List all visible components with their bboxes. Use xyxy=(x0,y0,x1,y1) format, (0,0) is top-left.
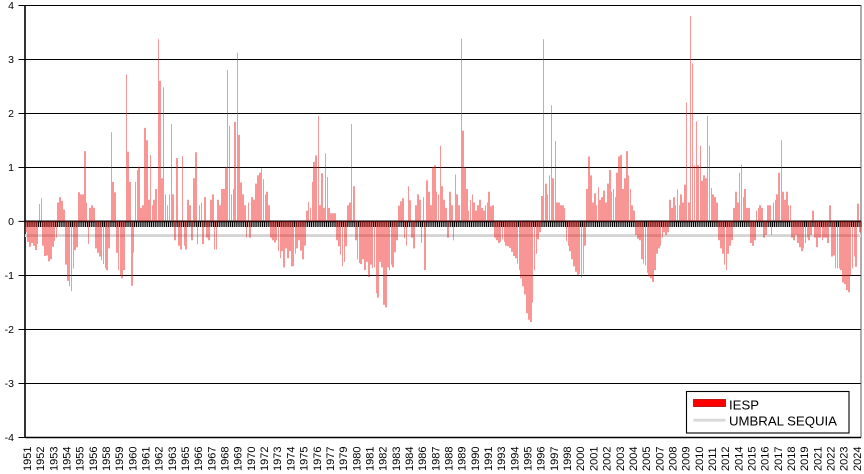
svg-text:1953: 1953 xyxy=(48,447,60,471)
svg-text:1990: 1990 xyxy=(470,447,482,471)
svg-text:1996: 1996 xyxy=(536,447,548,471)
svg-text:1975: 1975 xyxy=(299,447,311,471)
svg-text:0: 0 xyxy=(8,216,14,228)
svg-text:1991: 1991 xyxy=(483,447,495,471)
svg-text:1968: 1968 xyxy=(220,447,232,471)
svg-text:1994: 1994 xyxy=(509,447,521,471)
svg-text:1987: 1987 xyxy=(430,447,442,471)
svg-text:2005: 2005 xyxy=(641,447,653,471)
svg-text:2014: 2014 xyxy=(733,447,745,471)
svg-text:1966: 1966 xyxy=(193,447,205,471)
svg-text:2: 2 xyxy=(8,108,14,120)
svg-text:1995: 1995 xyxy=(523,447,535,471)
svg-text:2000: 2000 xyxy=(575,447,587,471)
svg-text:2017: 2017 xyxy=(773,447,785,471)
svg-text:UMBRAL SEQUIA: UMBRAL SEQUIA xyxy=(729,414,837,429)
svg-text:1: 1 xyxy=(8,162,14,174)
svg-text:1954: 1954 xyxy=(61,447,73,471)
svg-text:2011: 2011 xyxy=(707,447,719,471)
svg-text:2001: 2001 xyxy=(588,447,600,471)
svg-text:1958: 1958 xyxy=(101,447,113,471)
svg-text:1993: 1993 xyxy=(496,447,508,471)
svg-text:2015: 2015 xyxy=(747,447,759,471)
svg-text:1965: 1965 xyxy=(180,447,192,471)
svg-text:1960: 1960 xyxy=(127,447,139,471)
svg-text:1980: 1980 xyxy=(351,447,363,471)
svg-text:1956: 1956 xyxy=(88,447,100,471)
svg-text:1977: 1977 xyxy=(325,447,337,471)
svg-text:1955: 1955 xyxy=(75,447,87,471)
svg-text:1970: 1970 xyxy=(246,447,258,471)
svg-text:-2: -2 xyxy=(5,324,14,336)
svg-text:-1: -1 xyxy=(5,270,14,282)
svg-text:1984: 1984 xyxy=(404,447,416,471)
svg-text:1976: 1976 xyxy=(312,447,324,471)
svg-text:1972: 1972 xyxy=(259,447,271,471)
svg-text:2008: 2008 xyxy=(667,447,679,471)
svg-text:1967: 1967 xyxy=(206,447,218,471)
svg-text:1998: 1998 xyxy=(562,447,574,471)
svg-text:1969: 1969 xyxy=(233,447,245,471)
svg-text:2010: 2010 xyxy=(694,447,706,471)
svg-text:1979: 1979 xyxy=(338,447,350,471)
svg-text:1997: 1997 xyxy=(549,447,561,471)
svg-text:2016: 2016 xyxy=(760,447,772,471)
svg-text:2009: 2009 xyxy=(681,447,693,471)
svg-text:1974: 1974 xyxy=(285,447,297,471)
svg-text:1989: 1989 xyxy=(457,447,469,471)
svg-text:2019: 2019 xyxy=(799,447,811,471)
svg-text:1959: 1959 xyxy=(114,447,126,471)
svg-text:1981: 1981 xyxy=(364,447,376,471)
svg-text:2018: 2018 xyxy=(786,447,798,471)
svg-text:1961: 1961 xyxy=(141,447,153,471)
svg-text:1951: 1951 xyxy=(22,447,34,471)
svg-text:1988: 1988 xyxy=(444,447,456,471)
svg-text:3: 3 xyxy=(8,54,14,66)
svg-text:1982: 1982 xyxy=(378,447,390,471)
svg-text:-4: -4 xyxy=(5,432,14,444)
svg-text:2007: 2007 xyxy=(654,447,666,471)
svg-text:1952: 1952 xyxy=(35,447,47,471)
svg-text:1983: 1983 xyxy=(391,447,403,471)
svg-text:2004: 2004 xyxy=(628,447,640,471)
svg-text:1962: 1962 xyxy=(154,447,166,471)
svg-text:2003: 2003 xyxy=(615,447,627,471)
svg-text:IESP: IESP xyxy=(729,397,759,412)
svg-text:1973: 1973 xyxy=(272,447,284,471)
svg-text:4: 4 xyxy=(8,0,14,12)
svg-text:1986: 1986 xyxy=(417,447,429,471)
svg-text:2021: 2021 xyxy=(812,447,824,471)
svg-text:-3: -3 xyxy=(5,378,14,390)
svg-text:1963: 1963 xyxy=(167,447,179,471)
svg-text:2024: 2024 xyxy=(852,447,864,471)
svg-text:2012: 2012 xyxy=(720,447,732,471)
svg-text:2023: 2023 xyxy=(839,447,851,471)
svg-text:2022: 2022 xyxy=(826,447,838,471)
svg-text:2002: 2002 xyxy=(602,447,614,471)
